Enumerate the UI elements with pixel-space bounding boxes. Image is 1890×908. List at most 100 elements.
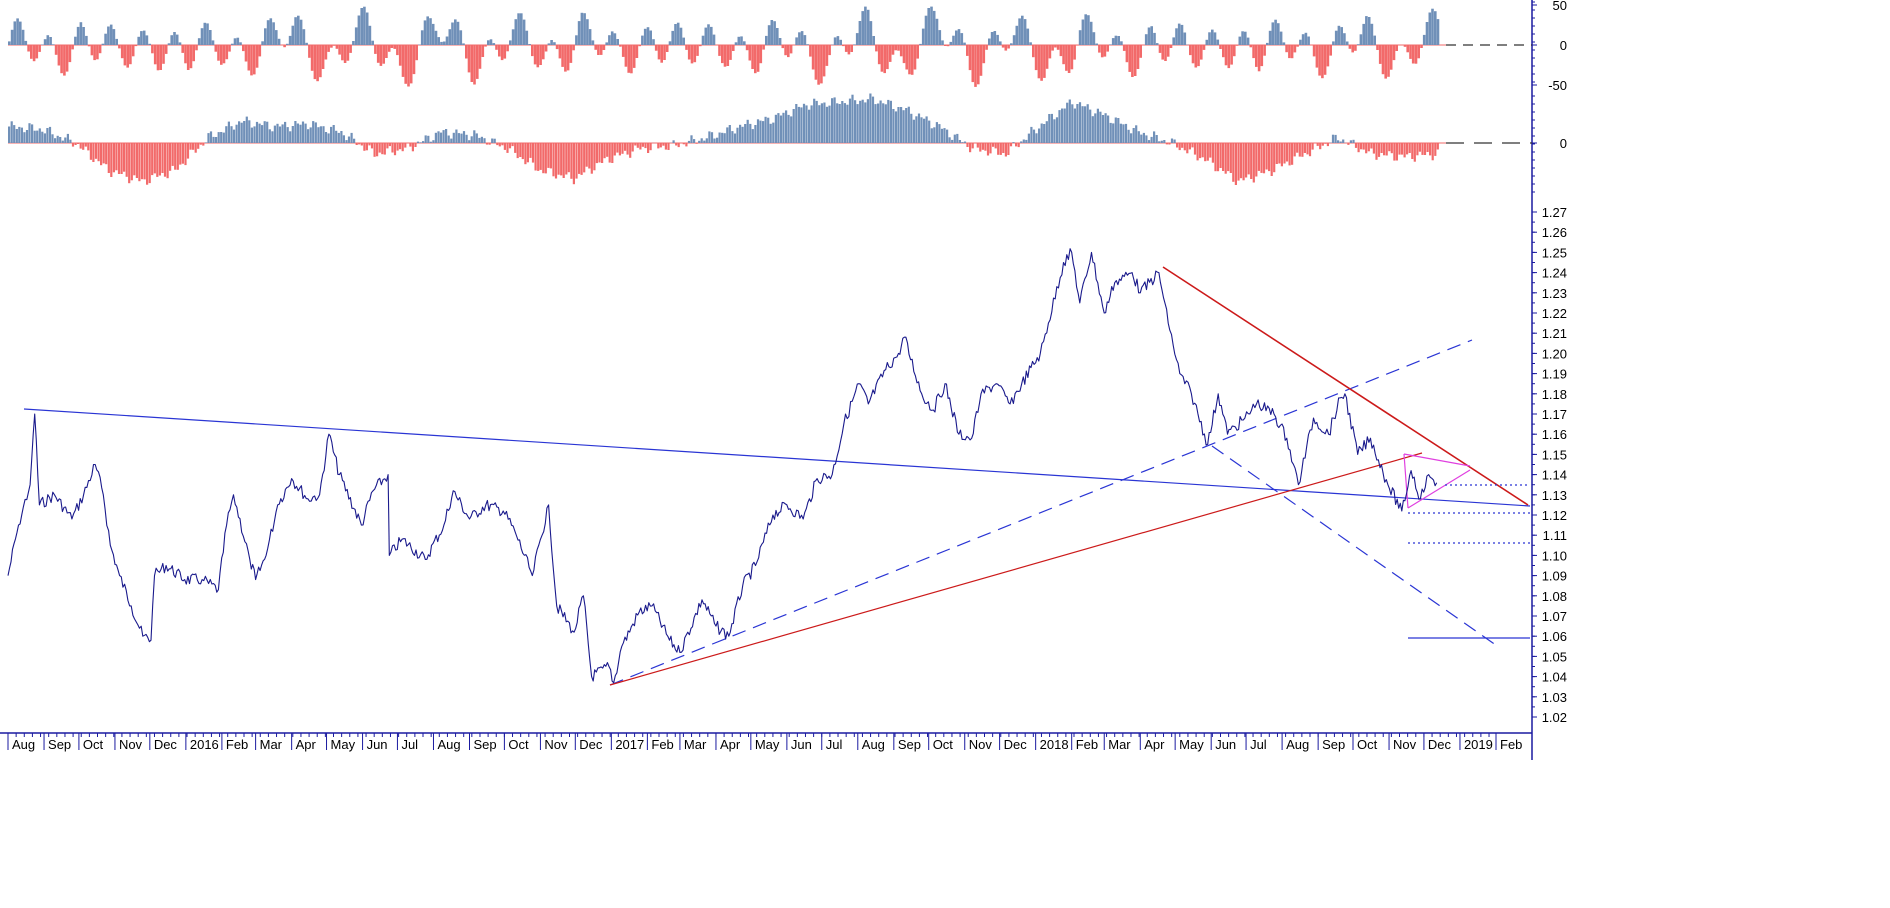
osc-mid-bar xyxy=(637,143,639,148)
osc-mid-bar xyxy=(246,117,248,143)
osc-mid-bar xyxy=(213,137,215,143)
osc-mid-bar xyxy=(1322,143,1324,146)
x-tick-label: Sep xyxy=(48,737,71,752)
osc-mid-bar xyxy=(338,133,340,143)
osc-mid-bar xyxy=(823,103,825,144)
osc-top-bar xyxy=(1266,43,1269,45)
osc-top-bar xyxy=(988,39,991,46)
x-tick-label: May xyxy=(331,737,356,752)
osc-mid-bar xyxy=(1199,143,1201,158)
osc-mid-bar xyxy=(432,140,434,143)
osc-mid-bar xyxy=(1240,143,1242,178)
osc-mid-bar xyxy=(1151,137,1153,143)
price-tick-label: 1.15 xyxy=(1542,447,1567,462)
osc-mid-bar xyxy=(200,143,202,145)
osc-mid-bar xyxy=(335,131,337,143)
price-tick-label: 1.25 xyxy=(1542,245,1567,260)
osc-mid-bar xyxy=(693,139,695,143)
osc-top-bar xyxy=(925,16,928,45)
osc-top-bar xyxy=(682,38,685,45)
osc-top-bar xyxy=(528,44,531,45)
osc-top-bar xyxy=(278,39,281,45)
osc-top-bar xyxy=(961,33,964,45)
price-tick-label: 1.20 xyxy=(1542,346,1567,361)
osc-top-bar xyxy=(498,45,501,57)
osc-mid-bar xyxy=(21,128,23,143)
osc-mid-bar xyxy=(696,143,698,144)
osc-top-bar xyxy=(135,45,138,46)
osc-mid-bar xyxy=(1105,113,1107,143)
osc-top-bar xyxy=(718,45,721,56)
osc-mid-bar xyxy=(698,141,700,143)
osc-top-bar xyxy=(322,45,325,69)
osc-top-bar xyxy=(883,45,886,73)
osc-mid-bar xyxy=(943,128,945,143)
osc-mid-bar xyxy=(818,105,820,143)
x-tick-label: Sep xyxy=(474,737,497,752)
osc-top-bar xyxy=(1098,45,1101,53)
osc-mid-bar xyxy=(397,143,399,151)
osc-mid-bar xyxy=(92,143,94,162)
osc-top-bar xyxy=(539,45,542,65)
osc-top-bar xyxy=(853,44,856,45)
x-tick-label: Nov xyxy=(544,737,568,752)
osc-top-bar xyxy=(468,45,471,72)
osc-top-bar xyxy=(1200,45,1203,60)
osc-top-bar xyxy=(82,27,85,45)
osc-mid-bar xyxy=(1404,143,1406,157)
x-tick-label: Aug xyxy=(437,737,460,752)
osc-mid-bar xyxy=(627,143,629,155)
osc-top-bar xyxy=(1117,36,1120,45)
osc-mid-bar xyxy=(463,131,465,143)
osc-mid-bar xyxy=(1166,143,1168,144)
osc-top-bar xyxy=(151,45,154,53)
osc-mid-bar xyxy=(1296,143,1298,153)
osc-mid-bar xyxy=(1007,143,1009,155)
osc-top-bar xyxy=(471,45,474,82)
osc-top-bar xyxy=(1272,22,1275,45)
osc-mid-bar xyxy=(964,142,966,144)
osc-top-bar xyxy=(713,35,716,45)
osc-top-bar xyxy=(104,34,107,45)
osc-mid-bar xyxy=(128,143,130,183)
osc-top-bar xyxy=(440,42,443,45)
osc-mid-bar xyxy=(36,131,38,143)
osc-mid-bar xyxy=(941,129,943,143)
osc-mid-bar xyxy=(417,142,419,143)
osc-mid-bar xyxy=(752,129,754,143)
osc-top-bar xyxy=(1406,45,1409,52)
osc-top-bar xyxy=(286,44,289,45)
osc-mid-bar xyxy=(731,131,733,143)
osc-top-bar xyxy=(751,45,754,69)
osc-mid-bar xyxy=(292,126,294,143)
osc-mid-bar xyxy=(857,104,859,143)
osc-mid-bar xyxy=(1181,143,1183,148)
osc-top-bar xyxy=(349,45,352,53)
x-tick-label: Dec xyxy=(579,737,603,752)
osc-top-bar xyxy=(559,45,562,58)
osc-mid-bar xyxy=(836,103,838,143)
osc-top-bar xyxy=(870,21,873,45)
osc-top-bar xyxy=(1354,45,1357,51)
osc-mid-bar xyxy=(1340,142,1342,144)
osc-mid-bar xyxy=(800,107,802,143)
osc-mid-bar xyxy=(650,143,652,150)
osc-top-bar xyxy=(958,29,961,45)
osc-mid-bar xyxy=(890,101,892,143)
osc-mid-bar xyxy=(1092,116,1094,143)
osc-mid-bar xyxy=(320,126,322,143)
osc-mid-bar xyxy=(724,133,726,143)
osc-mid-bar xyxy=(389,143,391,146)
osc-top-bar xyxy=(1291,45,1294,58)
osc-mid-bar xyxy=(880,101,882,144)
x-tick-label: Jul xyxy=(401,737,418,752)
osc-top-bar xyxy=(435,31,438,45)
osc-mid-bar xyxy=(1207,143,1209,161)
osc-mid-bar xyxy=(95,143,97,159)
osc-mid-bar xyxy=(1266,143,1268,170)
osc-top-bar xyxy=(534,45,537,64)
osc-mid-bar xyxy=(215,137,217,143)
osc-top-bar xyxy=(746,45,749,50)
osc-top-bar xyxy=(553,42,556,45)
osc-top-bar xyxy=(146,35,149,45)
